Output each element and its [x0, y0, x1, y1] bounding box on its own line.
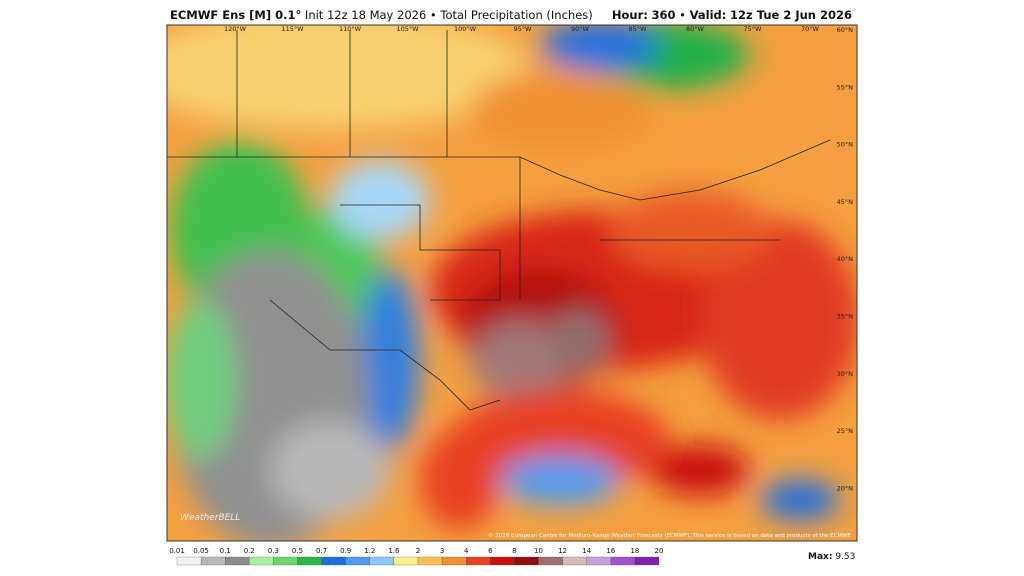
- colorbar-swatch: [586, 556, 611, 566]
- valid-label: Valid:: [689, 8, 727, 22]
- colorbar-swatch: [200, 556, 226, 566]
- copyright: © 2026 European Centre for Medium-Range …: [488, 532, 852, 539]
- max-value: 9.53: [835, 552, 855, 562]
- longitude-label: 80°W: [686, 25, 705, 33]
- hour-label: Hour:: [611, 8, 648, 22]
- colorbar-swatch: [249, 556, 274, 566]
- latitude-label: 45°N: [837, 198, 854, 206]
- colorbar-label: 0.2: [244, 547, 255, 555]
- colorbar-swatch: [490, 556, 515, 566]
- longitude-label: 120°W: [224, 25, 247, 33]
- colorbar-swatch: [345, 556, 370, 566]
- map-frame: [166, 24, 858, 542]
- latitude-label: 55°N: [837, 83, 854, 91]
- colorbar-swatch: [273, 556, 298, 566]
- latitude-label: 35°N: [837, 313, 854, 321]
- colorbar-swatch: [514, 556, 539, 566]
- longitude-label: 70°W: [801, 25, 820, 33]
- header-right: Hour: 360 • Valid: 12z Tue 2 Jun 2026: [611, 8, 852, 22]
- colorbar-swatch: [176, 556, 202, 566]
- colorbar-label: 6: [488, 547, 493, 555]
- colorbar-swatch: [297, 556, 322, 566]
- colorbar-label: 1.2: [364, 547, 375, 555]
- longitude-label: 105°W: [396, 25, 419, 33]
- colorbar-swatch: [369, 556, 395, 566]
- graticule-labels: 120°W 115°W 110°W 105°W 100°W 95°W 90°W 85°W 80°…: [224, 25, 853, 492]
- colorbar-swatch: [441, 556, 467, 566]
- colorbar-label: 0.5: [292, 547, 303, 555]
- colorbar-label: 0.7: [316, 547, 327, 555]
- latitude-label: 40°N: [837, 255, 854, 263]
- latitude-label: 60°N: [837, 26, 854, 34]
- longitude-label: 75°W: [744, 25, 763, 33]
- longitude-label: 100°W: [454, 25, 477, 33]
- latitude-label: 25°N: [837, 427, 854, 435]
- longitude-label: 85°W: [629, 25, 648, 33]
- colorbar: 0.01 0.05 0.1 0.2 0.3 0.5 0.7 0.9 1.2 1.6 2 3 4 6 8 10 1…: [169, 547, 664, 566]
- hour: 360: [651, 8, 676, 22]
- colorbar-label: 8: [512, 547, 516, 555]
- colorbar-swatch: [321, 556, 346, 566]
- colorbar-label: 18: [630, 547, 639, 555]
- colorbar-label: 12: [558, 547, 567, 555]
- latitude-label: 50°N: [837, 141, 854, 149]
- colorbar-label: 14: [582, 547, 591, 555]
- colorbar-label: 20: [655, 547, 664, 555]
- header-left: ECMWF Ens [M] 0.1° Init 12z 18 May 2026 …: [170, 8, 593, 22]
- colorbar-label: 3: [440, 547, 444, 555]
- colorbar-label: 0.3: [268, 547, 279, 555]
- precip-field: [167, 25, 857, 541]
- colorbar-swatch: [634, 556, 660, 566]
- watermark: WeatherBELL: [180, 513, 240, 523]
- colorbar-label: 4: [464, 547, 469, 555]
- colorbar-label: 2: [416, 547, 420, 555]
- max: Max: 9.53: [808, 552, 855, 562]
- colorbar-swatch: [466, 556, 491, 566]
- subtitle: Init 12z 18 May 2026 • Total Precipitati…: [304, 8, 593, 22]
- longitude-label: 95°W: [514, 25, 533, 33]
- colorbar-label: 1.6: [388, 547, 400, 555]
- colorbar-label: 0.9: [340, 547, 351, 555]
- colorbar-swatch: [538, 556, 563, 566]
- colorbar-swatch: [610, 556, 636, 566]
- longitude-label: 90°W: [571, 25, 590, 33]
- colorbar-label: 0.01: [169, 547, 185, 555]
- latitude-label: 20°N: [837, 484, 854, 492]
- colorbar-swatch: [393, 556, 419, 566]
- colorbar-label: 0.05: [193, 547, 209, 555]
- colorbar-swatch: [417, 556, 443, 566]
- colorbar-swatch: [225, 556, 250, 566]
- colorbar-label: 0.1: [220, 547, 231, 555]
- longitude-label: 110°W: [339, 25, 362, 33]
- title: ECMWF Ens [M] 0.1°: [170, 8, 302, 22]
- colorbar-swatch: [562, 556, 587, 566]
- max-label: Max:: [808, 552, 832, 562]
- longitude-label: 115°W: [281, 25, 304, 33]
- latitude-label: 30°N: [837, 370, 854, 378]
- valid: 12z Tue 2 Jun 2026: [730, 8, 852, 22]
- colorbar-label: 16: [606, 547, 615, 555]
- colorbar-label: 10: [534, 547, 543, 555]
- borders: [167, 30, 831, 411]
